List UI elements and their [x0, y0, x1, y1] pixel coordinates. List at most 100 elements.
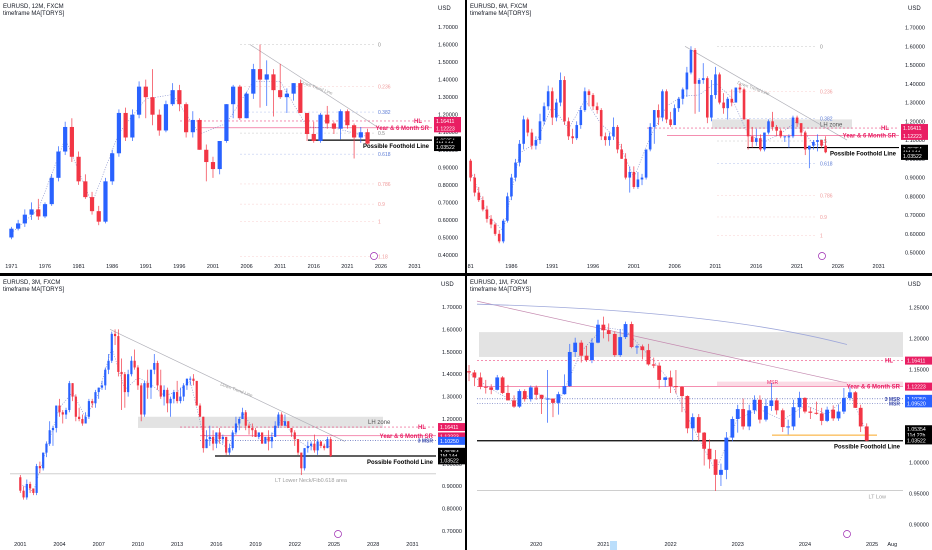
chart-panel-3m[interactable]: LH zone Down Trend Line HL Year & 6 Month S…	[0, 276, 465, 550]
fib-level-label: 0.382	[378, 110, 391, 116]
x-tick-label: 2016	[750, 264, 762, 270]
y-tick-label: 0.50000	[905, 251, 925, 257]
candle-body	[722, 102, 725, 109]
candle-body	[858, 407, 863, 427]
candle-body	[555, 102, 558, 118]
candle-body	[571, 136, 574, 139]
candle-body	[795, 117, 799, 124]
candle-body	[575, 125, 579, 139]
candle-body	[719, 469, 723, 475]
x-tick-label: 2025	[328, 542, 340, 548]
chart-canvas-6m[interactable]: LH zone 0 0.236 0.382 0.5 0.618 0.786 0.9 1 Down …	[467, 0, 932, 273]
msr-label: MSR	[889, 401, 901, 407]
candle-body	[563, 80, 566, 122]
candle-body	[472, 372, 477, 378]
candle-body	[853, 392, 858, 408]
price-tag-label: 1.05354	[907, 427, 926, 433]
candle-body	[244, 412, 247, 426]
y-tick-label: 1.50000	[905, 63, 925, 69]
candle-body	[25, 483, 28, 498]
candle-body	[260, 432, 264, 444]
candle-body	[473, 177, 477, 193]
candle-body	[702, 432, 707, 449]
candle-body	[797, 397, 802, 408]
y-tick-label: 0.50000	[438, 235, 458, 241]
candle-body	[512, 400, 516, 407]
candle-body	[774, 400, 779, 411]
candle-body	[657, 365, 662, 380]
candle-body	[172, 392, 175, 399]
candle-body	[89, 197, 95, 212]
chart-panel-6m[interactable]: LH zone 0 0.236 0.382 0.5 0.618 0.786 0.9 1 Down …	[467, 0, 932, 273]
candle-body	[170, 90, 175, 105]
candle-body	[775, 126, 778, 131]
y-tick-label: 0.60000	[905, 232, 925, 238]
lh-zone	[479, 332, 903, 357]
candle-body	[517, 391, 522, 407]
chart-canvas-12m[interactable]: 0 0.236 0.382 0.5 0.618 0.786 0.9 1 1.18 Down Tre…	[0, 0, 465, 273]
candle-body	[689, 50, 693, 73]
candle-body	[293, 432, 296, 440]
price-tag-label: 1.16411	[436, 119, 454, 125]
x-tick-label: 2022	[664, 542, 676, 548]
x-tick-label: 1991	[140, 264, 152, 270]
candle-body	[787, 136, 791, 138]
price-tag	[905, 425, 932, 434]
candle-body	[278, 90, 283, 98]
x-tick-label: 2006	[240, 264, 252, 270]
price-tag	[434, 116, 461, 125]
price-tag-label: 1.03522	[903, 154, 922, 160]
candle-body	[510, 177, 513, 197]
candle-body	[791, 117, 795, 137]
candle-body	[221, 436, 224, 440]
candle-body	[64, 410, 68, 415]
price-tag-label: 1.16411	[440, 425, 458, 431]
y-tick-label: 1.70000	[442, 305, 462, 311]
x-tick-label: 2013	[171, 542, 183, 548]
x-tick-label: 2016	[308, 264, 320, 270]
candle-body	[816, 140, 819, 142]
price-tag	[438, 447, 465, 456]
long-moving-average	[476, 303, 848, 345]
y-tick-label: 1.40000	[438, 78, 458, 84]
candle-body	[705, 78, 709, 118]
candle-body	[803, 132, 807, 150]
indicator-label: timeframe MA[TORYS]	[470, 287, 532, 293]
candle-body	[738, 87, 742, 90]
lh-zone-label: LH zone	[368, 420, 391, 426]
candle-body	[87, 401, 91, 417]
foothold-label: Possible Foothold Line	[363, 144, 430, 150]
candle-body	[478, 377, 483, 387]
candle-body	[693, 50, 697, 84]
hl-label: HL	[414, 119, 422, 125]
chart-canvas-3m[interactable]: LH zone Down Trend Line HL Year & 6 Month S…	[0, 276, 465, 550]
candle-body	[735, 409, 740, 419]
candle-body	[150, 97, 155, 115]
y-tick-label: 1.70000	[438, 25, 458, 31]
candle-body	[864, 426, 869, 441]
candle-body	[257, 69, 263, 80]
y-tick-label: 0.90000	[442, 484, 462, 490]
candle-body	[94, 392, 97, 404]
candle-body	[526, 119, 530, 133]
msr-label: 3 MSR	[885, 397, 901, 403]
candle-body	[204, 149, 209, 163]
y-tick-label: 1.60000	[438, 43, 458, 49]
price-tag	[905, 436, 932, 445]
candle-body	[539, 394, 544, 399]
x-tick-label: 2021	[597, 542, 609, 548]
candle-body	[251, 427, 254, 431]
candle-body	[713, 459, 718, 475]
chart-panel-1m[interactable]: HL Year & 6 Month SR MSR 3 MSR MSR Possible F…	[467, 276, 932, 550]
x-tick-label: 2031	[408, 264, 420, 270]
session-marker-icon	[334, 530, 342, 538]
y-tick-label: 1.30000	[438, 95, 458, 101]
candle-body	[596, 324, 600, 343]
chart-panel-12m[interactable]: 0 0.236 0.382 0.5 0.618 0.786 0.9 1 1.18 Down Tre…	[0, 0, 465, 273]
price-tag-label: 1.16411	[907, 359, 925, 365]
candle-body	[562, 386, 567, 395]
zigzag-line	[11, 81, 368, 234]
candle-body	[22, 490, 25, 498]
y-tick-label: 1.00000	[442, 462, 462, 468]
